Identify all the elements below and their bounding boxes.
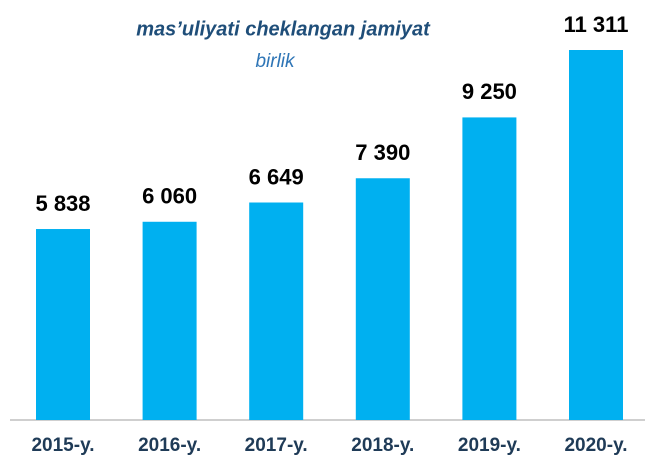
value-label: 11 311 [564,12,629,37]
value-label: 7 390 [355,140,410,165]
x-tick-label: 2016-y. [138,435,201,456]
x-tick-label: 2015-y. [31,435,94,456]
chart-title: mas’uliyati cheklangan jamiyat [136,18,431,40]
bar [569,50,623,420]
bar [355,178,410,420]
bar [142,221,197,420]
bar [36,229,90,420]
x-tick-label: 2019-y. [458,435,521,456]
bar [249,202,304,420]
x-tick-label: 2020-y. [564,435,627,456]
value-label: 5 838 [35,191,90,216]
bar [462,117,517,420]
x-tick-label: 2018-y. [351,435,414,456]
value-label: 9 250 [462,79,517,104]
value-label: 6 649 [249,164,304,189]
chart-subtitle: birlik [255,51,296,72]
value-label: 6 060 [142,184,197,209]
x-tick-label: 2017-y. [245,435,308,456]
